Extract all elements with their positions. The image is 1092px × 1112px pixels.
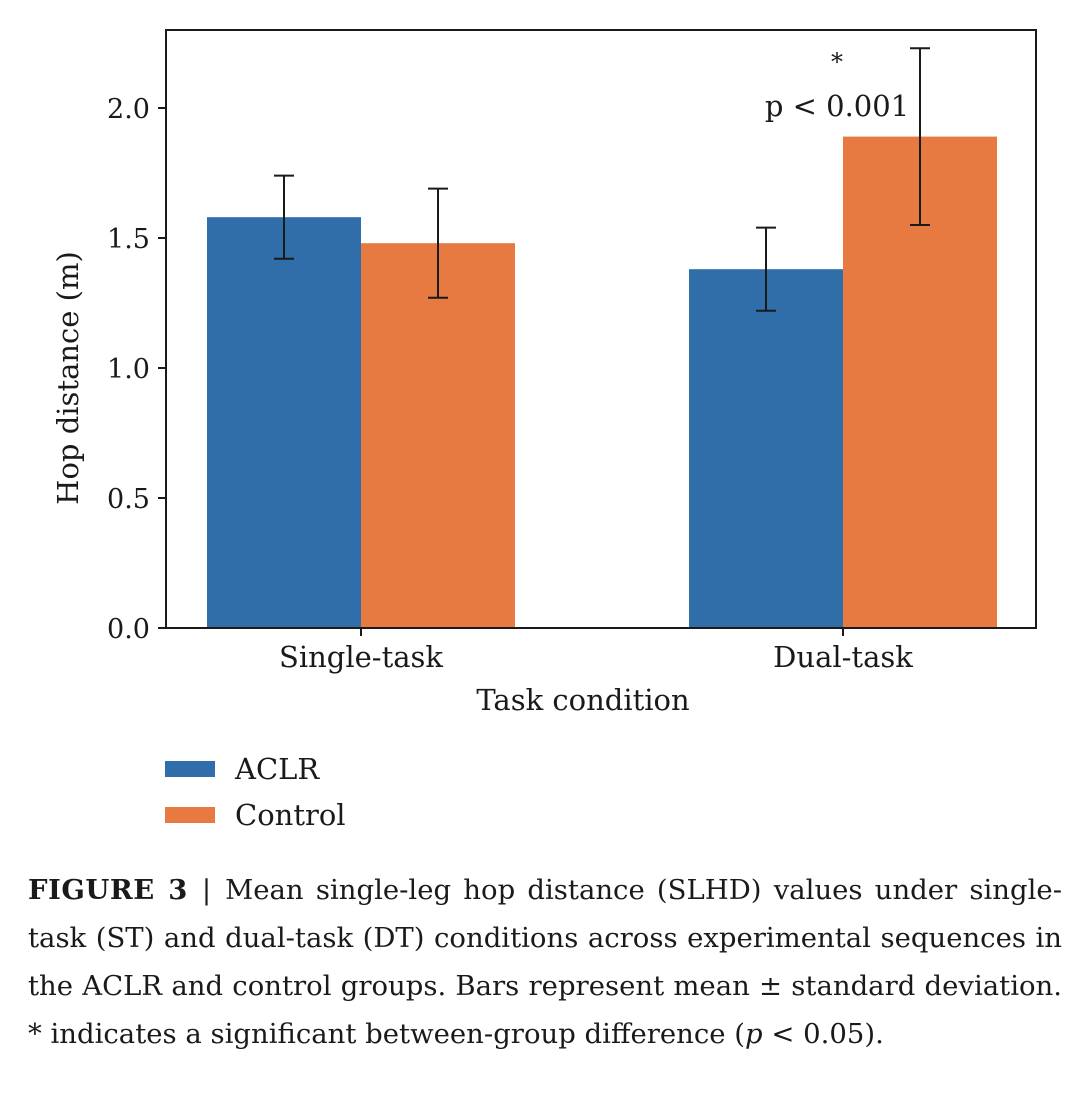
error-bars-layer xyxy=(274,47,930,312)
y-axis-label: Hop distance (m) xyxy=(51,251,85,505)
legend-swatch-aclr xyxy=(165,761,215,777)
y-tick-label: 1.0 xyxy=(107,354,150,385)
x-tick-label-dual-task: Dual-task xyxy=(773,640,913,674)
y-tick-label: 1.5 xyxy=(107,224,150,255)
error-bar-aclr-single-task xyxy=(274,174,294,260)
y-tick-label: 0.5 xyxy=(107,484,150,515)
error-bar-control-single-task xyxy=(428,187,448,299)
error-bar-control-dual-task xyxy=(910,47,930,226)
caption-p-symbol: p xyxy=(745,1018,763,1050)
bar-aclr-dual-task xyxy=(689,269,843,628)
significance-star: * xyxy=(831,48,843,76)
plot-frame xyxy=(165,29,1037,629)
x-axis: Single-task Dual-task xyxy=(279,628,913,674)
legend-label-aclr: ACLR xyxy=(235,752,320,786)
x-axis-label: Task condition xyxy=(476,683,689,717)
significance-p-value: p < 0.001 xyxy=(765,89,909,123)
figure-label: FIGURE 3 xyxy=(28,874,188,906)
caption-separator: | xyxy=(201,874,212,906)
legend-item-aclr: ACLR xyxy=(165,746,346,792)
y-tick-label: 2.0 xyxy=(107,94,150,125)
bar-control-single-task xyxy=(361,243,515,628)
bar-aclr-single-task xyxy=(207,217,361,628)
figure-caption: FIGURE 3 | Mean single-leg hop distance (S… xyxy=(28,866,1062,1058)
error-bar-aclr-dual-task xyxy=(756,226,776,312)
bars-layer xyxy=(207,136,997,628)
legend: ACLR Control xyxy=(165,746,346,838)
y-axis: 0.0 0.5 1.0 1.5 2.0 xyxy=(107,94,166,645)
legend-item-control: Control xyxy=(165,792,346,838)
bar-chart: 0.0 0.5 1.0 1.5 2.0 Single-task Dual-task Tas… xyxy=(51,29,1037,717)
legend-label-control: Control xyxy=(235,798,346,832)
legend-swatch-control xyxy=(165,807,215,823)
caption-text: Mean single-leg hop distance (SLHD) valu… xyxy=(28,874,1062,1050)
caption-text-end: < 0.05). xyxy=(762,1018,884,1050)
x-tick-label-single-task: Single-task xyxy=(279,640,443,674)
y-tick-label: 0.0 xyxy=(107,614,150,645)
